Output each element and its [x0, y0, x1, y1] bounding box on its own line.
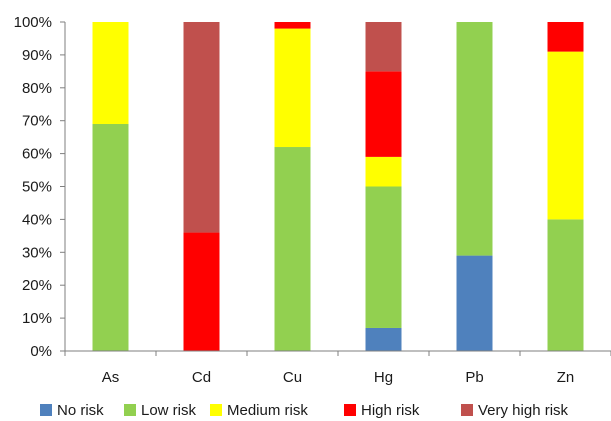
legend-label: High risk — [361, 402, 420, 419]
bar-cd-high-risk — [183, 232, 220, 351]
y-tick-label: 20% — [22, 277, 52, 294]
y-tick-label: 50% — [22, 179, 52, 196]
bar-pb-no-risk — [456, 255, 493, 351]
bar-zn-low-risk — [547, 219, 584, 351]
legend-swatch — [124, 404, 136, 416]
bar-hg-very-high-risk — [365, 22, 402, 72]
legend-swatch — [40, 404, 52, 416]
bar-as-low-risk — [92, 123, 129, 352]
bar-cu-high-risk — [274, 22, 311, 29]
legend-label: Low risk — [141, 402, 197, 419]
legend-label: No risk — [57, 402, 104, 419]
legend-item-medium-risk: Medium risk — [210, 402, 308, 419]
bar-as-medium-risk — [92, 22, 129, 124]
y-tick-label: 90% — [22, 47, 52, 64]
x-category-label: Cu — [283, 369, 302, 386]
x-category-labels: As Cd Cu Hg Pb Zn — [102, 369, 575, 386]
legend-item-no-risk: No risk — [40, 402, 104, 419]
legend-item-low-risk: Low risk — [124, 402, 197, 419]
y-tick-labels: 0% 10% 20% 30% 40% 50% 60% 70% 80% 90% 100% — [14, 14, 52, 360]
legend: No risk Low risk Medium risk High risk Very … — [40, 402, 569, 419]
legend-item-high-risk: High risk — [344, 402, 420, 419]
legend-swatch — [344, 404, 356, 416]
legend-item-very-high-risk: Very high risk — [461, 402, 569, 419]
x-category-label: Hg — [374, 369, 393, 386]
bar-hg-high-risk — [365, 71, 402, 157]
y-tick-label: 60% — [22, 146, 52, 163]
bar-cd-very-high-risk — [183, 22, 220, 233]
y-tick-label: 100% — [14, 14, 52, 31]
legend-swatch — [210, 404, 222, 416]
bars-group — [92, 22, 584, 352]
legend-label: Very high risk — [478, 402, 569, 419]
legend-swatch — [461, 404, 473, 416]
bar-cu-low-risk — [274, 147, 311, 351]
x-category-label: Cd — [192, 369, 211, 386]
y-tick-label: 70% — [22, 113, 52, 130]
x-category-label: Pb — [465, 369, 483, 386]
axes-group — [60, 21, 611, 356]
bar-hg-low-risk — [365, 186, 402, 328]
y-tick-label: 80% — [22, 80, 52, 97]
bar-zn-medium-risk — [547, 51, 584, 220]
y-tick-label: 40% — [22, 211, 52, 228]
y-tick-label: 10% — [22, 310, 52, 327]
legend-label: Medium risk — [227, 402, 308, 419]
x-category-label: Zn — [557, 369, 575, 386]
bar-zn-high-risk — [547, 22, 584, 52]
bar-hg-medium-risk — [365, 156, 402, 187]
y-tick-label: 30% — [22, 244, 52, 261]
bar-pb-low-risk — [456, 22, 493, 256]
x-category-label: As — [102, 369, 120, 386]
y-tick-label: 0% — [30, 343, 52, 360]
bar-hg-no-risk — [365, 327, 402, 351]
bar-cu-medium-risk — [274, 28, 311, 148]
